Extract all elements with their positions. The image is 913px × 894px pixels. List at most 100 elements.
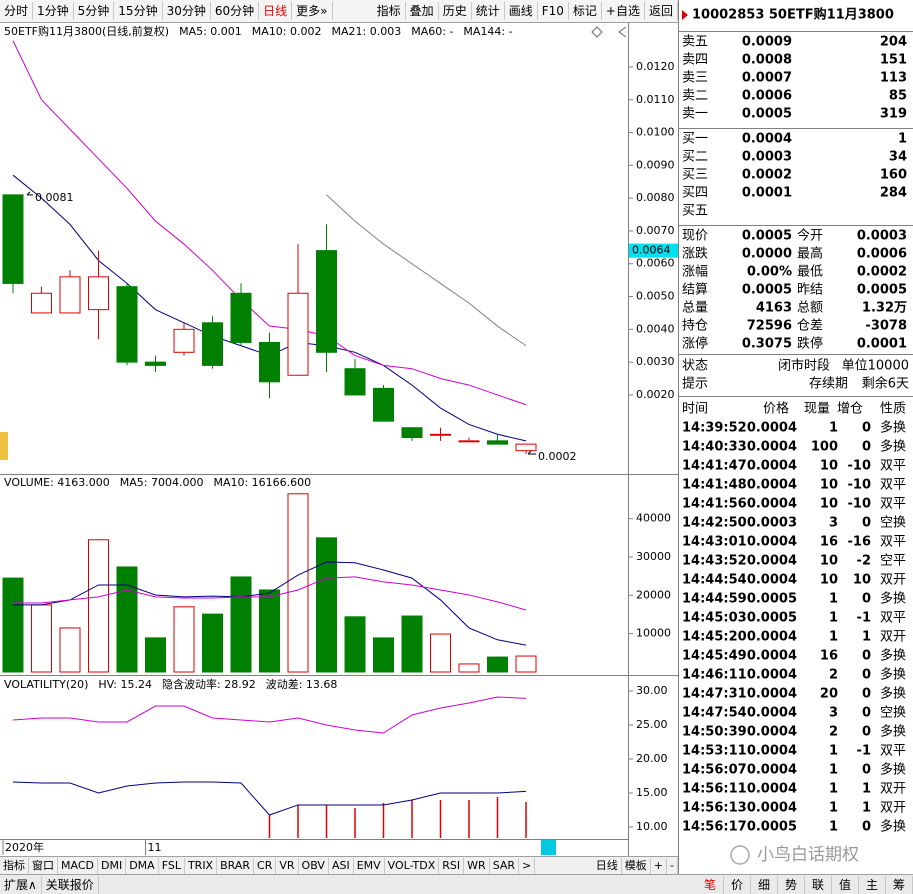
tab-tool[interactable]: + bbox=[651, 858, 668, 874]
indicator-tab[interactable]: DMA bbox=[126, 858, 159, 874]
footer-tab[interactable]: 关联报价 bbox=[42, 876, 99, 894]
indicator-tab[interactable]: MACD bbox=[58, 858, 98, 874]
legend-entry: MA5: 7004.000 bbox=[120, 476, 204, 489]
y-tick-label: 0.0060 bbox=[636, 257, 675, 270]
indicator-tab[interactable]: SAR bbox=[490, 858, 520, 874]
hint-value: 存续期 bbox=[809, 377, 848, 392]
trade-volume: 2 bbox=[829, 668, 838, 683]
indicator-tab[interactable]: OBV bbox=[299, 858, 329, 874]
footer-button[interactable]: 势 bbox=[778, 876, 805, 894]
tool-button[interactable]: 画线 bbox=[505, 2, 538, 20]
footer-button[interactable]: 价 bbox=[724, 876, 751, 894]
trade-type: 多换 bbox=[880, 439, 906, 455]
indicator-tab[interactable]: 窗口 bbox=[29, 858, 58, 874]
book-price: 0.0001 bbox=[742, 186, 792, 201]
period-tab[interactable]: 15分钟 bbox=[114, 2, 163, 20]
candle-body bbox=[515, 443, 537, 452]
arrow bbox=[26, 191, 33, 196]
indicator-tab[interactable]: EMV bbox=[354, 858, 385, 874]
footer-button[interactable]: 值 bbox=[832, 876, 859, 894]
period-tab[interactable]: 日线 bbox=[259, 2, 293, 20]
footer-button[interactable]: 细 bbox=[751, 876, 778, 894]
trade-volume: 1 bbox=[829, 630, 838, 645]
tool-button[interactable]: 标记 bbox=[569, 2, 602, 20]
indicator-tab[interactable]: WR bbox=[464, 858, 490, 874]
period-tab[interactable]: 分时 bbox=[0, 2, 34, 20]
tool-button[interactable]: 指标 bbox=[373, 2, 406, 20]
volume-bar bbox=[230, 576, 252, 673]
book-label: 买五 bbox=[682, 204, 708, 219]
trade-oi: 0 bbox=[862, 668, 871, 683]
y-tick-label: 0.0070 bbox=[636, 224, 675, 237]
trade-type: 双平 bbox=[880, 744, 906, 759]
stat-label: 涨跌 bbox=[682, 246, 708, 262]
trade-time: 14:56:07 bbox=[682, 763, 747, 778]
icon bbox=[591, 26, 603, 38]
indicator-tab[interactable]: TRIX bbox=[185, 858, 218, 874]
period-tab[interactable]: 5分钟 bbox=[74, 2, 115, 20]
book-label: 卖二 bbox=[682, 89, 708, 104]
trade-oi: -10 bbox=[848, 459, 872, 474]
trade-volume: 10 bbox=[820, 497, 838, 512]
y-tick-label: 10000 bbox=[636, 627, 671, 640]
volume-bar bbox=[31, 604, 52, 673]
tool-button[interactable]: 统计 bbox=[472, 2, 505, 20]
trade-type: 多换 bbox=[880, 667, 906, 683]
trade-type: 双平 bbox=[880, 478, 906, 493]
indicator-tab[interactable]: VR bbox=[276, 858, 299, 874]
candle-body bbox=[173, 328, 195, 353]
period-tab[interactable]: 更多» bbox=[292, 2, 333, 20]
footer-button[interactable]: 笔 bbox=[697, 876, 724, 894]
footer-button[interactable]: 主 bbox=[859, 876, 886, 894]
stat-value: 1.32万 bbox=[862, 301, 907, 316]
icon bbox=[682, 10, 688, 20]
indicator-tab[interactable]: 指标 bbox=[0, 858, 29, 874]
period-tab[interactable]: 60分钟 bbox=[211, 2, 260, 20]
trade-type: 多换 bbox=[880, 420, 906, 436]
tab-tool[interactable]: - bbox=[667, 858, 678, 874]
stat-value: 72596 bbox=[747, 319, 792, 334]
indicator-tab[interactable]: > bbox=[519, 858, 536, 874]
footer-button[interactable]: 筹 bbox=[886, 876, 913, 894]
book-volume: 160 bbox=[880, 168, 907, 183]
footer-tab[interactable]: 扩展∧ bbox=[0, 876, 42, 894]
tool-button[interactable]: F10 bbox=[538, 2, 569, 20]
y-tick-label: 0.0100 bbox=[636, 126, 675, 139]
trade-price: 0.0004 bbox=[747, 459, 797, 474]
trade-oi: 1 bbox=[862, 801, 871, 816]
volume-bar bbox=[202, 613, 223, 673]
tool-button[interactable]: 历史 bbox=[439, 2, 472, 20]
min-label: 0.0002 bbox=[538, 450, 577, 463]
period-tab[interactable]: 30分钟 bbox=[163, 2, 211, 20]
volume-bar bbox=[259, 589, 280, 673]
tab-tool[interactable]: 日线 bbox=[593, 858, 622, 874]
book-volume: 151 bbox=[880, 53, 907, 68]
indicator-tab[interactable]: CR bbox=[254, 858, 277, 874]
indicator-tab[interactable]: DMI bbox=[98, 858, 127, 874]
indicator-tab[interactable]: RSI bbox=[439, 858, 465, 874]
y-tick-label: 0.0120 bbox=[636, 60, 675, 73]
indicator-tab[interactable]: VOL-TDX bbox=[385, 858, 440, 874]
book-volume: 1 bbox=[898, 132, 907, 147]
trade-price: 0.0005 bbox=[747, 611, 797, 626]
indicator-tab[interactable]: ASI bbox=[329, 858, 354, 874]
trade-oi: -16 bbox=[848, 535, 872, 550]
period-tab[interactable]: 1分钟 bbox=[33, 2, 74, 20]
trade-price: 0.0004 bbox=[747, 497, 797, 512]
indicator-tab[interactable]: BRAR bbox=[217, 858, 255, 874]
trade-oi: 0 bbox=[862, 725, 871, 740]
tool-button[interactable]: 返回 bbox=[645, 2, 678, 20]
footer-button[interactable]: 联 bbox=[805, 876, 832, 894]
watermark: 小鸟白话期权 bbox=[757, 845, 859, 865]
trade-volume: 1 bbox=[829, 744, 838, 759]
book-volume: 85 bbox=[889, 89, 907, 104]
status-value: 闭市时段 bbox=[778, 358, 830, 374]
indicator-tab[interactable]: FSL bbox=[159, 858, 185, 874]
trade-price: 0.0004 bbox=[747, 554, 797, 569]
book-volume: 319 bbox=[880, 107, 907, 122]
y-tick-label: 0.0020 bbox=[636, 388, 675, 401]
trade-type: 多换 bbox=[880, 724, 906, 740]
tool-button[interactable]: 叠加 bbox=[406, 2, 439, 20]
tool-button[interactable]: +自选 bbox=[602, 2, 645, 20]
tab-tool[interactable]: 模板 bbox=[622, 858, 651, 874]
